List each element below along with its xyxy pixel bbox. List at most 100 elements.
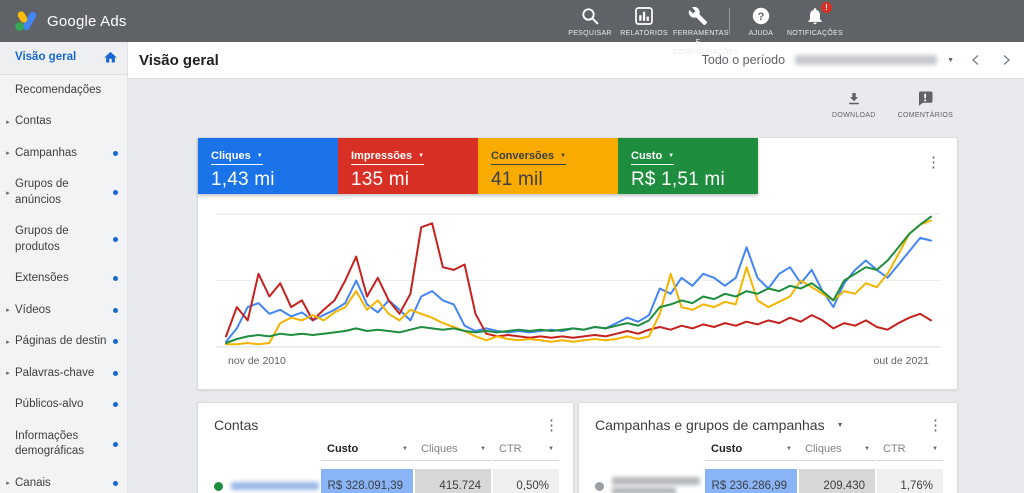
sidebar-item-grupos-de-anuncios[interactable]: ▸ Grupos de anúncios (0, 169, 127, 216)
table-title: Contas (214, 417, 259, 433)
active-dot (113, 276, 118, 282)
expand-arrow-icon: ▸ (6, 370, 10, 378)
home-icon (104, 52, 117, 63)
overview-panel: Cliques ▼ 1,43 mi Impressões ▼ 135 mi Conversõ… (197, 137, 958, 390)
active-dot (113, 480, 118, 486)
sidebar-item-paginas-de-destino[interactable]: ▸ Páginas de destino (0, 326, 127, 358)
nav-divider (729, 8, 730, 34)
column-header-ctr[interactable]: CTR ▼ (877, 443, 943, 461)
column-label: CTR (883, 443, 906, 455)
download-button[interactable]: DOWNLOAD (832, 90, 876, 119)
column-header-cliques[interactable]: Cliques ▼ (415, 443, 491, 461)
notifications-button[interactable]: ! NOTIFICAÇÕES (786, 2, 844, 38)
column-label: Cliques (805, 443, 842, 455)
cell-custo: R$ 328.091,39 (321, 469, 413, 493)
redacted-text-blob (612, 487, 676, 493)
table-row[interactable]: R$ 236.286,99 209.430 1,76% (579, 461, 957, 493)
expand-arrow-icon: ▸ (6, 338, 10, 346)
date-range-picker[interactable]: Todo o período ▼ (702, 53, 954, 67)
period-controls: Todo o período ▼ (702, 52, 1024, 68)
sidebar-item-informacoes-demograficas[interactable]: Informações demográficas (0, 421, 127, 468)
comments-button[interactable]: COMENTÁRIOS (898, 90, 953, 119)
nav-label: PESQUISAR (568, 30, 612, 37)
active-dot (113, 150, 118, 156)
caret-down-icon: ▼ (548, 446, 554, 452)
caret-down-icon: ▼ (402, 446, 408, 452)
sidebar-item-label: Contas (15, 115, 52, 128)
status-dot (214, 481, 223, 491)
wrench-icon (688, 6, 708, 26)
sidebar-item-label: Públicos-alvo (15, 398, 84, 411)
help-button[interactable]: ? AJUDA (734, 2, 788, 38)
sidebar-item-campanhas[interactable]: ▸ Campanhas (0, 138, 127, 170)
caret-down-icon: ▼ (480, 446, 486, 452)
cell-ctr: 1,76% (877, 469, 943, 493)
previous-period-button[interactable] (968, 52, 984, 68)
search-button[interactable]: PESQUISAR (563, 2, 617, 38)
sidebar-item-grupos-de-produtos[interactable]: Grupos de produtos (0, 216, 127, 263)
metric-card-custo[interactable]: Custo ▼ R$ 1,51 mi (618, 138, 758, 194)
metric-label: Conversões ▼ (491, 150, 566, 165)
redacted-name (612, 475, 700, 493)
reports-button[interactable]: RELATÓRIOS (617, 2, 671, 38)
chart-line-conversoes (225, 219, 932, 346)
metric-cards: Cliques ▼ 1,43 mi Impressões ▼ 135 mi Conversõ… (198, 138, 758, 194)
overview-chart: nov de 2010 out de 2021 (216, 213, 941, 367)
column-label: Custo (711, 443, 743, 455)
overview-kebab-menu-icon[interactable]: ⋮ (926, 154, 941, 171)
metric-card-conversoes[interactable]: Conversões ▼ 41 mil (478, 138, 618, 194)
caret-down-icon[interactable]: ▼ (836, 421, 844, 429)
help-icon: ? (752, 7, 770, 25)
active-dot (113, 190, 118, 196)
caret-down-icon: ▼ (559, 153, 566, 159)
chart-line-cliques (225, 236, 932, 343)
sidebar-item-recomendacoes[interactable]: Recomendações (0, 75, 127, 107)
sidebar-item-videos[interactable]: ▸ Vídeos (0, 295, 127, 327)
cell-ctr: 0,50% (493, 469, 559, 493)
download-icon (848, 93, 859, 105)
tools-settings-button[interactable]: FERRAMENTAS E CONFIGURAÇÕES (671, 2, 739, 57)
metric-label-text: Conversões (491, 150, 554, 162)
sidebar-item-label: Campanhas (15, 146, 78, 159)
nav-label: AJUDA (748, 30, 774, 37)
redacted-text-blob (231, 482, 319, 490)
column-header-cliques[interactable]: Cliques ▼ (799, 443, 875, 461)
column-label: Cliques (421, 443, 458, 455)
sidebar-item-contas[interactable]: ▸ Contas (0, 106, 127, 138)
cell-custo: R$ 236.286,99 (705, 469, 797, 493)
kebab-menu-icon[interactable]: ⋮ (544, 416, 559, 434)
metric-label: Custo ▼ (631, 150, 675, 165)
next-period-button[interactable] (998, 52, 1014, 68)
column-header-custo[interactable]: Custo ▼ (321, 443, 413, 461)
table-row[interactable]: R$ 328.091,39 415.724 0,50% (198, 461, 573, 493)
nav-label: NOTIFICAÇÕES (786, 30, 844, 37)
caret-down-icon: ▼ (947, 56, 954, 64)
nav-label: FERRAMENTAS E CONFIGURAÇÕES (673, 30, 739, 56)
period-range-redacted (795, 55, 938, 65)
row-name-cell (595, 469, 703, 493)
expand-arrow-icon: ▸ (6, 480, 10, 488)
sidebar-item-palavras-chave[interactable]: ▸ Palavras-chave (0, 358, 127, 390)
metric-value: 135 mi (351, 169, 410, 190)
chart-line-custo (225, 215, 932, 344)
column-header-ctr[interactable]: CTR ▼ (493, 443, 559, 461)
metric-card-impressoes[interactable]: Impressões ▼ 135 mi (338, 138, 478, 194)
sidebar-item-extensoes[interactable]: Extensões (0, 263, 127, 295)
sidebar-item-label: Vídeos (15, 303, 51, 316)
comment-icon (919, 91, 933, 106)
sidebar-item-publicos-alvo[interactable]: Públicos-alvo (0, 389, 127, 421)
google-ads-logo[interactable]: Google Ads (0, 10, 127, 32)
metric-card-cliques[interactable]: Cliques ▼ 1,43 mi (198, 138, 338, 194)
sidebar-item-canais[interactable]: ▸ Canais (0, 468, 127, 493)
column-header-custo[interactable]: Custo ▼ (705, 443, 797, 461)
kebab-menu-icon[interactable]: ⋮ (928, 416, 943, 434)
search-icon (582, 8, 599, 25)
metric-label: Impressões ▼ (351, 150, 425, 165)
accounts-card: Contas ⋮ Custo ▼ Cliques ▼ CTR ▼ R$ 328.091,39 41… (197, 402, 574, 493)
caret-down-icon: ▼ (668, 153, 675, 159)
expand-arrow-icon: ▸ (6, 118, 10, 126)
status-dot (595, 481, 604, 491)
page-header: Visão geral Todo o período ▼ (128, 42, 1024, 79)
topbar: Google Ads PESQUISAR RELATÓRIOS FERRAMEN… (0, 0, 1024, 56)
sidebar-item-visao-geral[interactable]: Visão geral (0, 42, 127, 75)
